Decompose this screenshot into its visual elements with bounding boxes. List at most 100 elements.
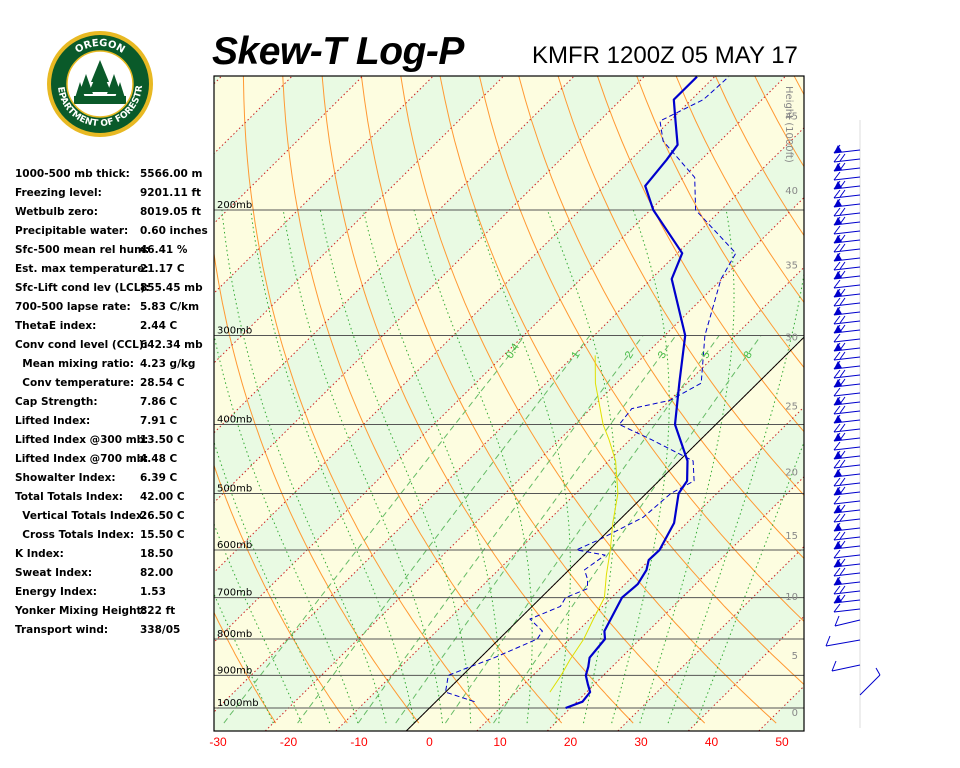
index-value: 5.83 C/km [140, 301, 200, 313]
zero-isotherm-line [405, 336, 804, 731]
moist-adiabat-line [282, 209, 443, 724]
mixing-ratio-label: 5 [699, 349, 712, 361]
wind-barb [833, 234, 861, 244]
wind-barb [833, 423, 861, 433]
temperature-band [214, 76, 222, 84]
wind-barb [833, 360, 861, 370]
wind-barb [833, 225, 861, 235]
mixing-ratio-line [444, 335, 720, 724]
wind-barb [833, 486, 861, 496]
wind-barb [834, 615, 861, 627]
wind-barb [833, 405, 861, 415]
wind-barb [833, 522, 861, 532]
temperature-tick-label: 10 [493, 735, 507, 749]
index-label: Lifted Index @700 mb: [15, 453, 149, 465]
pressure-label: 300mb [217, 325, 252, 336]
height-tick-label: 0 [792, 708, 798, 719]
index-label: Sfc-Lift cond lev (LCL): [15, 282, 150, 294]
dry-adiabat-line [75, 0, 205, 723]
index-value: 0.60 inches [140, 225, 208, 237]
wind-barb [833, 495, 861, 505]
dry-adiabat-line [851, 0, 960, 723]
mixing-ratio-label: 3 [656, 349, 669, 361]
wind-barb [833, 333, 861, 343]
isotherm-line [214, 76, 223, 85]
height-tick-label: 25 [785, 401, 798, 412]
wind-barb [825, 635, 861, 647]
dry-adiabat-line [242, 76, 491, 724]
dry-adiabat-line [28, 0, 133, 723]
isotherm-line [214, 76, 787, 643]
index-label: Showalter Index: [15, 472, 116, 484]
isotherm-line [214, 76, 716, 574]
wind-barb [833, 252, 861, 262]
moist-adiabat-line [221, 209, 387, 724]
index-value: 82.00 [140, 567, 174, 579]
svg-text:OREGON: OREGON [73, 38, 126, 56]
pressure-label: 600mb [217, 540, 252, 551]
pressure-label: 200mb [217, 200, 252, 211]
moist-adiabat-line [639, 209, 735, 724]
index-value: 2.44 C [140, 320, 178, 332]
pressure-label: 800mb [217, 629, 252, 640]
wind-barb [833, 324, 861, 334]
index-label: Est. max temperature: [15, 263, 149, 275]
temperature-tick-label: 40 [705, 735, 719, 749]
height-tick-label: 30 [785, 332, 798, 343]
dry-adiabat-line [886, 0, 960, 723]
height-tick-label: 35 [785, 260, 798, 271]
wind-barb [833, 261, 861, 271]
temperature-tick-label: -20 [280, 735, 298, 749]
mixing-ratio-label: 2 [623, 349, 636, 361]
index-value: 5566.00 m [140, 168, 203, 180]
index-value: 42.00 C [140, 491, 185, 503]
wind-barb [833, 468, 861, 478]
wind-barb [833, 171, 861, 181]
index-value: 28.54 C [140, 377, 185, 389]
station-time: KMFR 1200Z 05 MAY 17 [532, 42, 798, 69]
moist-adiabat-line [214, 522, 302, 724]
wind-barb [833, 243, 861, 253]
height-axis-title: Height (1000ft) [783, 86, 794, 163]
index-value: 8019.05 ft [140, 206, 202, 218]
dry-adiabat-line [596, 76, 804, 433]
isotherm-line [0, 76, 151, 731]
isotherm-line [264, 196, 804, 731]
index-value: 642.34 mb [140, 339, 203, 351]
mixing-ratio-line [223, 335, 526, 724]
index-label: Transport wind: [15, 624, 109, 636]
height-tick-label: 5 [792, 651, 798, 662]
index-value: 855.45 mb [140, 282, 203, 294]
isotherm-line [0, 76, 81, 731]
pressure-label: 500mb [217, 484, 252, 495]
index-value: 13.50 C [140, 434, 185, 446]
index-value: 822 ft [140, 605, 176, 617]
wind-barb [833, 306, 861, 316]
dry-adiabat-line [478, 76, 804, 623]
index-label: Cap Strength: [15, 396, 98, 408]
wind-barb [833, 216, 861, 226]
wind-barb [833, 288, 861, 298]
wind-barb [833, 387, 861, 397]
moist-adiabat-line [319, 209, 472, 724]
index-label: Cross Totals Index: [15, 529, 135, 541]
mixing-ratio-label: 1 [569, 349, 582, 361]
moist-adiabat-line [611, 209, 670, 724]
index-value: 7.86 C [140, 396, 178, 408]
moist-adiabat-line [250, 209, 415, 724]
temperature-tick-label: -30 [209, 735, 227, 749]
wind-barb [833, 180, 861, 190]
isotherm-line [214, 127, 804, 713]
wind-barb [833, 531, 861, 541]
moist-adiabat-line [546, 209, 616, 724]
logo-top-text: OREGON [73, 38, 126, 56]
wind-barb [833, 558, 861, 568]
mixing-ratio-line [493, 335, 762, 724]
index-label: ThetaE index: [15, 320, 97, 332]
pressure-label: 400mb [217, 414, 252, 425]
chart-title: Skew-T Log-P [212, 30, 464, 73]
wind-barb [833, 414, 861, 424]
wind-barb [833, 396, 861, 406]
height-tick-label: 15 [785, 531, 798, 542]
